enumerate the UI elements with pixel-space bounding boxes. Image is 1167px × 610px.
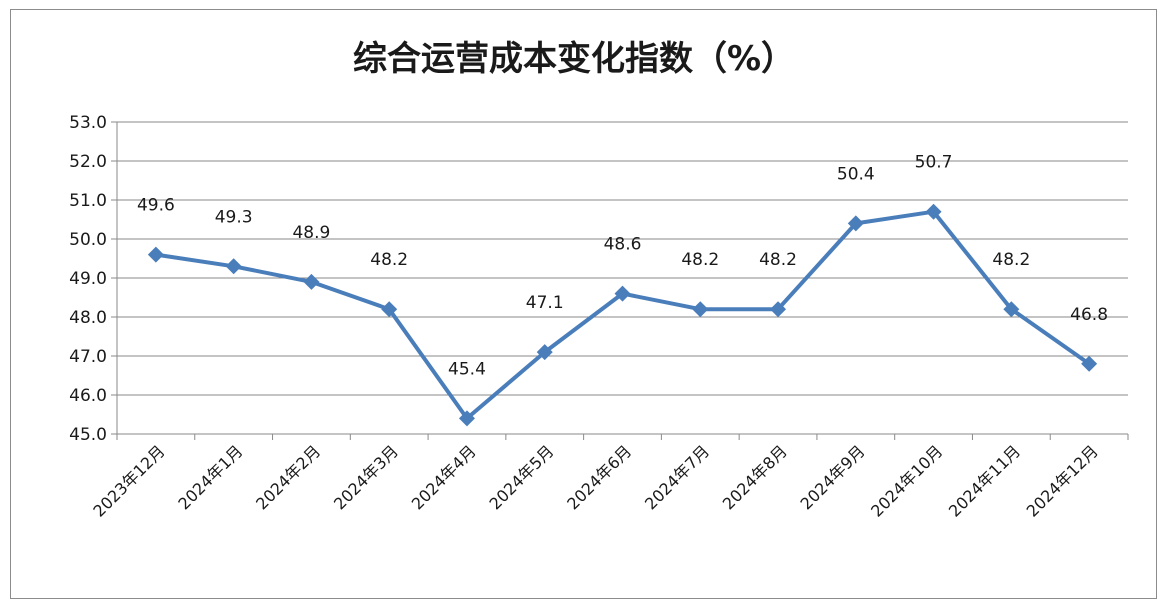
data-label: 48.2 — [681, 250, 719, 270]
x-tick-label: 2024年4月 — [408, 441, 480, 513]
y-tick-label: 53.0 — [69, 113, 107, 133]
chart-frame — [10, 9, 1157, 599]
y-tick-label: 45.0 — [69, 425, 107, 445]
data-point-marker — [458, 410, 475, 427]
x-tick-label: 2024年3月 — [330, 441, 402, 513]
data-label: 48.2 — [759, 250, 797, 270]
data-label: 49.6 — [137, 196, 175, 216]
x-tick-label: 2024年10月 — [867, 441, 946, 520]
chart-title: 综合运营成本变化指数（%） — [353, 39, 795, 79]
data-label: 48.2 — [370, 250, 408, 270]
data-label: 47.1 — [526, 293, 564, 313]
x-tick-label: 2024年5月 — [486, 441, 558, 513]
y-tick-label: 49.0 — [69, 269, 107, 289]
data-point-marker — [1081, 355, 1098, 372]
y-tick-label: 47.0 — [69, 347, 107, 367]
x-tick-label: 2024年11月 — [945, 441, 1024, 520]
data-point-marker — [303, 273, 320, 290]
data-label: 50.4 — [837, 164, 875, 184]
data-point-marker — [536, 344, 553, 361]
grid — [117, 121, 1128, 396]
data-label: 49.3 — [215, 207, 253, 227]
data-point-marker — [692, 301, 709, 318]
data-label: 46.8 — [1070, 305, 1108, 325]
data-label: 48.9 — [292, 223, 330, 243]
data-point-marker — [147, 246, 164, 263]
data-point-marker — [225, 258, 242, 275]
y-tick-label: 50.0 — [69, 230, 107, 250]
x-tick-label: 2024年6月 — [563, 441, 635, 513]
data-label: 48.2 — [992, 250, 1030, 270]
x-tick-label: 2024年12月 — [1023, 441, 1102, 520]
x-axis-ticks: 2023年12月 2024年1月 2024年2月 2024年3月 2024年4月 2024… — [89, 434, 1129, 521]
x-tick-label: 2024年2月 — [252, 441, 324, 513]
y-tick-label: 46.0 — [69, 386, 107, 406]
data-point-marker — [1003, 301, 1020, 318]
data-point-marker — [770, 301, 787, 318]
y-axis-ticks: 45.0 46.0 47.0 48.0 49.0 50.0 51.0 52.0 53.0 — [69, 113, 117, 445]
data-label: 50.7 — [915, 153, 953, 173]
x-tick-label: 2024年7月 — [641, 441, 713, 513]
x-tick-label: 2024年1月 — [174, 441, 246, 513]
y-tick-label: 52.0 — [69, 152, 107, 172]
data-point-marker — [381, 301, 398, 318]
x-tick-label: 2023年12月 — [89, 441, 168, 520]
y-tick-label: 48.0 — [69, 308, 107, 328]
data-point-marker — [925, 203, 942, 220]
x-tick-label: 2024年9月 — [797, 441, 869, 513]
data-point-marker — [847, 215, 864, 232]
data-label: 48.6 — [604, 235, 642, 255]
data-label: 45.4 — [448, 359, 486, 379]
x-tick-label: 2024年8月 — [719, 441, 791, 513]
data-point-marker — [614, 285, 631, 302]
y-tick-label: 51.0 — [69, 191, 107, 211]
data-labels: 49.6 49.3 48.9 48.2 45.4 47.1 48.6 48.2 48.2 50.4… — [137, 153, 1108, 380]
markers — [147, 203, 1098, 427]
